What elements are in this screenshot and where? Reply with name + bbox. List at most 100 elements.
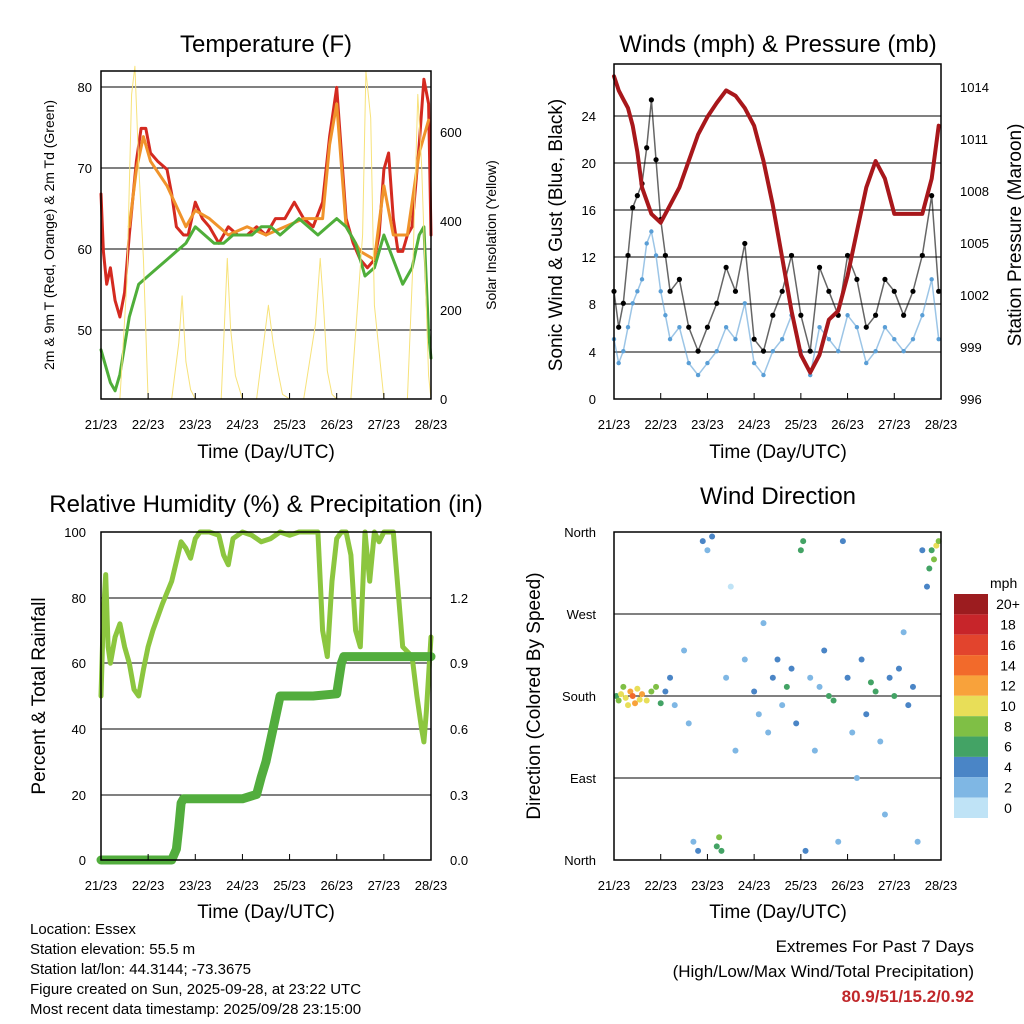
colorbar-label: 2 bbox=[1004, 779, 1012, 795]
wind-direction-point bbox=[643, 697, 650, 704]
y-right-tick-label: 996 bbox=[960, 392, 982, 407]
wind-direction-point bbox=[811, 747, 818, 754]
winds-title: Winds (mph) & Pressure (mb) bbox=[619, 31, 936, 58]
wind-direction-point bbox=[783, 683, 790, 690]
x-tick-label: 25/23 bbox=[273, 417, 306, 432]
y-right-tick-label: 1011 bbox=[960, 132, 988, 147]
temperature-xlabel: Time (Day/UTC) bbox=[197, 442, 335, 463]
wind-direction-point bbox=[704, 547, 711, 554]
x-tick-label: 23/23 bbox=[691, 878, 724, 893]
x-tick-label: 22/23 bbox=[132, 878, 165, 893]
relative-humidity-line bbox=[98, 529, 434, 745]
x-tick-label: 21/23 bbox=[85, 417, 118, 432]
wind-direction-point bbox=[629, 693, 636, 699]
colorbar-swatch bbox=[954, 695, 988, 717]
station-pressure-line bbox=[612, 74, 941, 375]
extremes-box: Extremes For Past 7 Days (High/Low/Max W… bbox=[673, 934, 974, 1009]
extremes-values: 80.9/51/15.2/0.92 bbox=[841, 987, 974, 1006]
y-tick-label: 40 bbox=[72, 722, 86, 737]
x-tick-label: 26/23 bbox=[320, 878, 353, 893]
colorbar-swatch bbox=[954, 634, 988, 656]
wind-direction-point bbox=[685, 720, 692, 727]
x-tick-label: 28/23 bbox=[415, 417, 448, 432]
y-tick-label: North bbox=[564, 525, 596, 540]
station-latlon: Station lat/lon: 44.3144; -73.3675 bbox=[30, 961, 252, 978]
wind-direction-point bbox=[765, 729, 772, 736]
speed-colorbar: 20+ 18 16 14 12 10 8 6 4 2 0 bbox=[954, 594, 1020, 818]
wind-direction-point bbox=[821, 647, 828, 654]
humidity-y-ticks: 0 20 40 60 80 100 0.0 0.3 0.6 0.9 1.2 bbox=[64, 525, 468, 868]
wind-direction-point bbox=[788, 665, 795, 672]
x-tick-label: 21/23 bbox=[598, 417, 631, 432]
wind-direction-point bbox=[723, 674, 730, 681]
station-location: Location: Essex bbox=[30, 921, 136, 938]
y-tick-label: 70 bbox=[78, 161, 92, 176]
station-info: Location: Essex Station elevation: 55.5 … bbox=[30, 920, 361, 1020]
wind-direction-point bbox=[802, 847, 809, 854]
colorbar-label: 16 bbox=[1000, 637, 1016, 653]
wind-direction-point bbox=[935, 538, 942, 545]
wind-direction-point bbox=[690, 838, 697, 845]
temperature-x-ticks: 21/23 22/23 23/23 24/23 25/23 26/23 27/23 28/23 bbox=[85, 393, 448, 432]
temperature-y-ticks: 80 70 60 50 0 200 400 600 bbox=[78, 80, 462, 407]
wind-direction-point bbox=[853, 775, 860, 781]
y-tick-label: 4 bbox=[589, 345, 596, 360]
y-tick-label: 20 bbox=[72, 788, 86, 803]
y-tick-label: 100 bbox=[64, 525, 86, 540]
wind-direction-point bbox=[844, 674, 851, 681]
y-tick-label: 20 bbox=[582, 156, 596, 171]
y-right-tick-label: 0.0 bbox=[450, 853, 468, 868]
wind-direction-point bbox=[930, 556, 937, 563]
humidity-grid bbox=[101, 597, 431, 796]
x-tick-label: 21/23 bbox=[85, 878, 118, 893]
x-tick-label: 26/23 bbox=[320, 417, 353, 432]
wind-direction-point bbox=[613, 693, 620, 699]
y-tick-label: 8 bbox=[589, 297, 596, 312]
wind-direction-point bbox=[867, 679, 874, 686]
wind-direction-point bbox=[716, 834, 723, 841]
y-right-tick-label: 1.2 bbox=[450, 591, 468, 606]
total-precipitation-line bbox=[96, 652, 436, 865]
wind-direction-point bbox=[900, 629, 907, 636]
wind-direction-point bbox=[718, 847, 725, 854]
wind-direction-point bbox=[881, 811, 888, 818]
colorbar-label: 0 bbox=[1004, 800, 1012, 816]
x-tick-label: 24/23 bbox=[738, 878, 771, 893]
humidity-xlabel: Time (Day/UTC) bbox=[197, 902, 335, 923]
y-tick-label: 0 bbox=[589, 392, 596, 407]
wind-direction-point bbox=[709, 533, 716, 540]
colorbar-swatch bbox=[954, 614, 988, 635]
wind-direction-point bbox=[618, 691, 625, 698]
wind-direction-point bbox=[928, 547, 935, 554]
wind-direction-point bbox=[636, 696, 643, 703]
wind-direction-point bbox=[648, 688, 655, 695]
wind-direction-point bbox=[662, 688, 669, 695]
colorbar-swatch bbox=[954, 777, 988, 798]
wind-direction-point bbox=[839, 538, 846, 545]
wind-direction-point bbox=[615, 697, 622, 704]
x-tick-label: 24/23 bbox=[226, 417, 259, 432]
wind-direction-point bbox=[760, 620, 767, 627]
wind-direction-point bbox=[639, 691, 646, 698]
colorbar-swatch bbox=[954, 675, 988, 696]
wind-direction-grid bbox=[614, 613, 941, 779]
wind-direction-point bbox=[793, 720, 800, 727]
wind-direction-point bbox=[755, 711, 762, 718]
x-tick-label: 28/23 bbox=[925, 878, 958, 893]
x-tick-label: 28/23 bbox=[925, 417, 958, 432]
colorbar-swatch bbox=[954, 594, 988, 615]
winds-y-ticks: 0 4 8 12 16 20 24 996 999 1002 1005 1008… bbox=[582, 80, 989, 407]
wind-direction-point bbox=[800, 538, 807, 545]
winds-panel: Winds (mph) & Pressure (mb) 0 4 8 12 16 … bbox=[546, 31, 1024, 463]
y-tick-label: 16 bbox=[582, 203, 596, 218]
wind-direction-y-ticks: North East South West North bbox=[562, 525, 596, 868]
y-tick-label: 24 bbox=[582, 109, 596, 124]
wind-direction-point bbox=[807, 674, 814, 681]
wind-direction-panel: Wind Direction North East South West North 2… bbox=[524, 483, 1020, 923]
wind-direction-point bbox=[872, 688, 879, 695]
wind-direction-point bbox=[741, 656, 748, 663]
wind-direction-point bbox=[858, 656, 865, 663]
colorbar-label: 12 bbox=[1000, 678, 1016, 694]
colorbar-label: 18 bbox=[1000, 617, 1016, 633]
y-right-tick-label: 0.9 bbox=[450, 656, 468, 671]
